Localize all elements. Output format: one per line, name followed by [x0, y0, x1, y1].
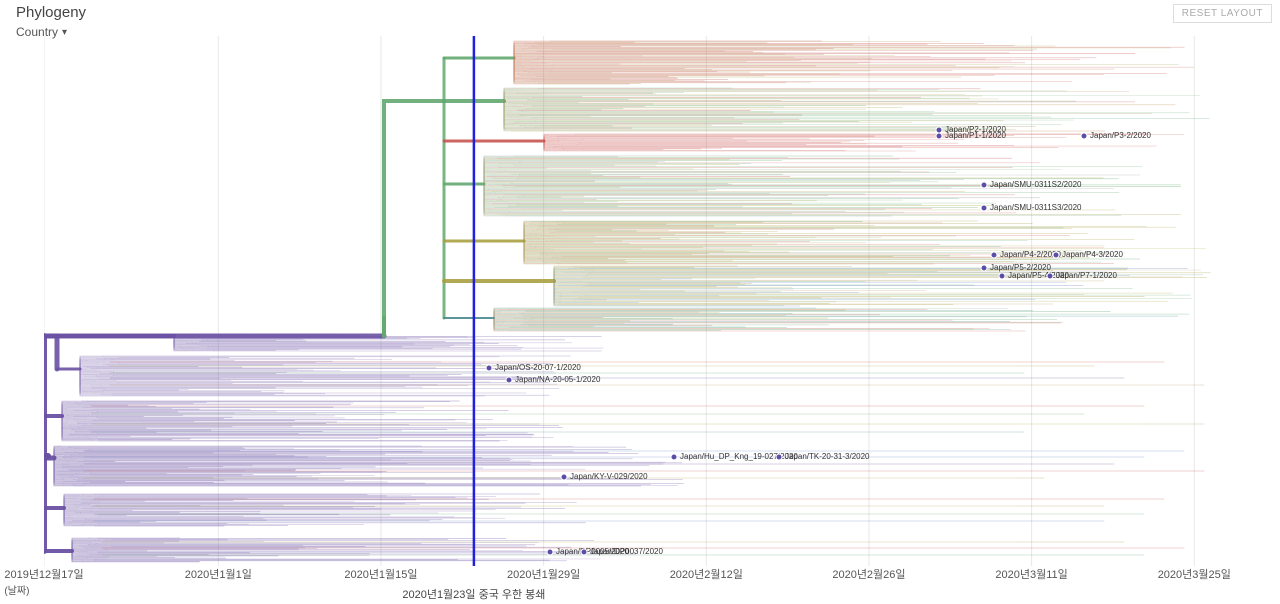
x-axis-tick: 2020년3월25일 [1158, 566, 1231, 582]
tip-node[interactable] [506, 377, 513, 384]
tip-node[interactable] [486, 365, 493, 372]
x-axis: 2019년12월17일(날짜)2020년1월1일2020년1월15일2020년1… [44, 566, 1264, 604]
x-axis-tick: 2020년1월29일 [507, 566, 580, 582]
x-axis-tick: 2020년3월11일 [995, 566, 1067, 582]
x-axis-tick: 2019년12월17일(날짜) [4, 566, 83, 597]
page-title: Phylogeny [16, 4, 86, 21]
tip-node[interactable] [936, 133, 943, 140]
phylogeny-tree-chart[interactable]: Japan/OS-20-07-1/2020Japan/NA-20-05-1/20… [44, 36, 1264, 566]
x-axis-tick: 2020년1월1일 [185, 566, 252, 582]
event-marker-label: 2020년1월23일 중국 우한 봉쇄 [402, 586, 545, 602]
tip-node[interactable] [999, 273, 1006, 280]
tip-node[interactable] [981, 182, 988, 189]
reset-layout-button[interactable]: RESET LAYOUT [1173, 4, 1272, 23]
tip-node[interactable] [991, 252, 998, 259]
tip-node[interactable] [561, 474, 568, 481]
tip-node[interactable] [776, 454, 783, 461]
x-axis-tick: 2020년2월12일 [670, 566, 743, 582]
tip-node[interactable] [1081, 133, 1088, 140]
tip-node[interactable] [981, 205, 988, 212]
tip-node[interactable] [671, 454, 678, 461]
tip-node[interactable] [1047, 273, 1054, 280]
tip-node[interactable] [581, 549, 588, 556]
tip-node[interactable] [1053, 252, 1060, 259]
tip-node[interactable] [547, 549, 554, 556]
x-axis-tick: 2020년1월15일 [344, 566, 417, 582]
tip-node[interactable] [981, 265, 988, 272]
x-axis-tick: 2020년2월26일 [832, 566, 905, 582]
